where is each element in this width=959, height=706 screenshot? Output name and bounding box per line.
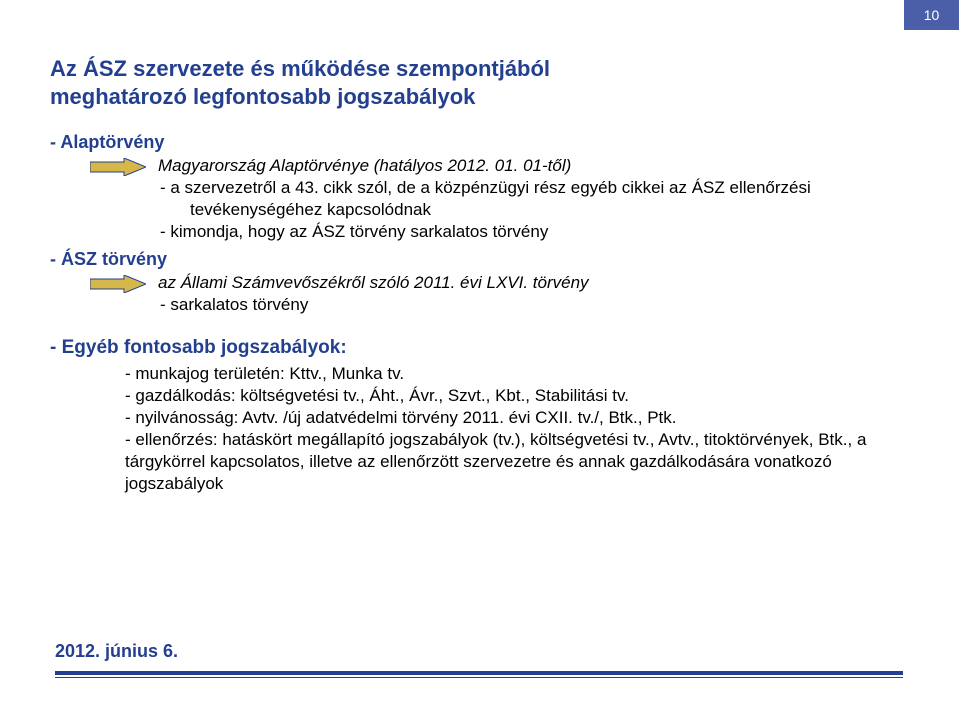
arrow-icon — [90, 158, 146, 176]
slide-title: Az ÁSZ szervezete és működése szempontjá… — [50, 55, 909, 110]
footer-rule-thin — [55, 677, 903, 678]
title-line-2: meghatározó legfontosabb jogszabályok — [50, 84, 475, 109]
section-1-sub1: - a szervezetről a 43. — [160, 178, 319, 197]
title-line-1: Az ÁSZ szervezete és működése szempontjá… — [50, 56, 550, 81]
arrow-icon — [90, 275, 146, 293]
footer-rule-thick — [55, 671, 903, 675]
section-1-arrow-text: Magyarország Alaptörvénye (hatályos 2012… — [158, 155, 571, 177]
section-3-line-2: - gazdálkodás: költségvetési tv., Áht., … — [125, 385, 909, 407]
section-3-heading: - Egyéb fontosabb jogszabályok: — [50, 337, 909, 359]
footer-rule — [55, 671, 903, 678]
page-number-badge: 10 — [904, 0, 959, 30]
slide-content: Az ÁSZ szervezete és működése szempontjá… — [50, 55, 909, 495]
section-1-sub2b: tevékenységéhez kapcsolódnak — [190, 199, 909, 221]
section-1-arrow-row: Magyarország Alaptörvénye (hatályos 2012… — [90, 155, 909, 177]
section-2-arrow-text: az Állami Számvevőszékről szóló 2011. év… — [158, 272, 589, 294]
section-3-line-1: - munkajog területén: Kttv., Munka tv. — [125, 363, 909, 385]
section-3-line-4: - ellenőrzés: hatáskört megállapító jogs… — [125, 429, 899, 495]
section-3-line-3: - nyilvánosság: Avtv. /új adatvédelmi tö… — [125, 407, 909, 429]
section-2-arrow-row: az Állami Számvevőszékről szóló 2011. év… — [90, 272, 909, 294]
slide-date: 2012. június 6. — [55, 641, 178, 662]
section-2-heading: - ÁSZ törvény — [50, 249, 909, 270]
section-1-sub2: cikk szól, de a közpénzügyi rész egyéb c… — [323, 178, 811, 197]
page-number: 10 — [924, 7, 940, 23]
section-2-sub1: - sarkalatos törvény — [160, 294, 909, 316]
section-1-bullet-1: - a szervezetről a 43. cikk szól, de a k… — [50, 177, 909, 199]
section-1-heading: - Alaptörvény — [50, 132, 909, 153]
section-1-sub3: - kimondja, hogy az ÁSZ törvény sarkalat… — [160, 221, 909, 243]
